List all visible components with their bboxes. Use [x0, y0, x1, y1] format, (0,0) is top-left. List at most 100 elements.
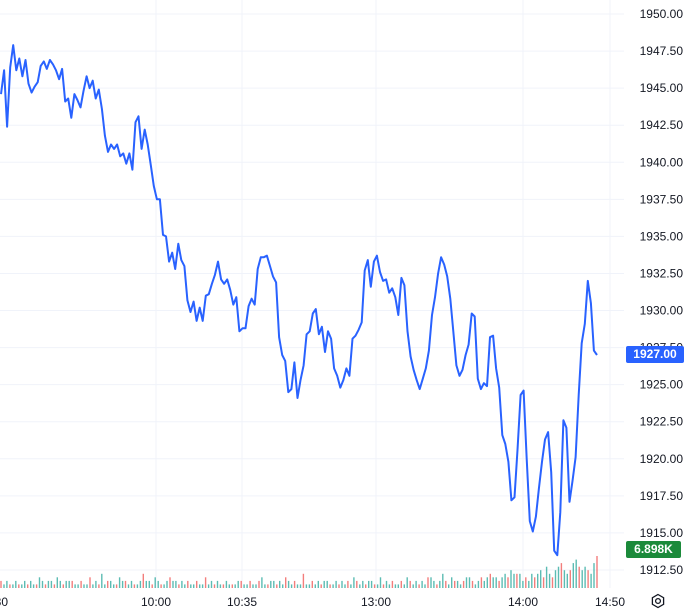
volume-bar [320, 584, 322, 588]
volume-bar [338, 584, 340, 588]
volume-bar [163, 584, 165, 588]
volume-bar [566, 573, 568, 588]
volume-bar [89, 577, 91, 588]
volume-bar [92, 584, 94, 588]
volume-bar [439, 580, 441, 588]
volume-bar [368, 580, 370, 588]
volume-bar [258, 580, 260, 588]
volume-bar [190, 584, 192, 588]
price-line [0, 44, 598, 557]
volume-bar [456, 580, 459, 588]
volume-bar [394, 584, 397, 588]
gridlines [0, 0, 624, 588]
volume-bar [451, 577, 453, 588]
volume-bar [296, 584, 299, 588]
volume-bar [6, 580, 8, 588]
volume-bar [436, 584, 438, 588]
volume-bar [118, 577, 121, 588]
y-tick-label: 1925.00 [640, 378, 684, 392]
volume-bar [279, 580, 281, 588]
volume-bar [504, 573, 506, 588]
volume-bar [557, 566, 560, 588]
volume-bar [136, 584, 139, 588]
volume-bar [454, 580, 456, 588]
volume-bar [71, 580, 73, 588]
volume-bar [305, 584, 308, 588]
volume-bar [225, 580, 228, 588]
volume-bar [255, 584, 257, 588]
volume-bar [154, 577, 156, 588]
volume-bar [397, 584, 399, 588]
volume-bar [581, 570, 583, 588]
volume-bar [353, 577, 355, 588]
volume-bar [24, 580, 26, 588]
volume-bar [531, 573, 533, 588]
y-tick-label: 1950.00 [640, 7, 684, 21]
volume-bar [501, 577, 503, 588]
volume-bar [299, 584, 302, 588]
volume-bar [385, 580, 388, 588]
volume-bar [213, 584, 216, 588]
volume-bar [477, 580, 480, 588]
y-tick-label: 1937.50 [640, 192, 684, 206]
settings-gear-icon[interactable] [650, 593, 666, 609]
volume-bar [468, 577, 471, 588]
y-tick-label: 1947.50 [640, 44, 684, 58]
volume-bar [323, 580, 325, 588]
volume-bar [27, 584, 29, 588]
x-tick-label: 14:50 [595, 595, 625, 609]
volume-bar [326, 580, 328, 588]
volume-bar [270, 580, 272, 588]
volume-bar [151, 584, 153, 588]
volume-bar [0, 580, 2, 588]
volume-bar [551, 577, 554, 588]
volume-bar [12, 584, 14, 588]
volume-bar [207, 584, 210, 588]
volume-bar [68, 580, 70, 588]
volume-bar [590, 573, 592, 588]
volume-bar [21, 584, 23, 588]
y-tick-label: 1945.00 [640, 81, 684, 95]
volume-bar [442, 573, 444, 588]
volume-bar [415, 580, 417, 588]
volume-bar [32, 584, 35, 588]
volume-bar [234, 584, 236, 588]
volume-bar [341, 580, 343, 588]
volume-bar [237, 580, 239, 588]
y-tick-label: 1935.00 [640, 229, 684, 243]
volume-bar [41, 580, 44, 588]
volume-bar [65, 580, 67, 588]
volume-bar [370, 580, 373, 588]
volume-bar [15, 580, 17, 588]
volume-bar [80, 580, 82, 588]
volume-bar [498, 580, 500, 588]
volume-bar [53, 584, 56, 588]
volume-bar [554, 570, 557, 588]
volume-bar [18, 584, 20, 588]
volume-bar [148, 580, 150, 588]
volume-bar [9, 584, 11, 588]
volume-bar [376, 584, 379, 588]
volume-bar [403, 584, 405, 588]
volume-bar [130, 580, 133, 588]
volume-bar [388, 584, 391, 588]
volume-bar [285, 577, 287, 588]
volume-bar [121, 580, 124, 588]
volume-bar [115, 584, 118, 588]
volume-bar [273, 580, 275, 588]
volume-bar [347, 580, 349, 588]
volume-bar [264, 584, 266, 588]
volume-bar [172, 580, 174, 588]
volume-bar [474, 584, 477, 588]
volume-bar [486, 577, 488, 588]
volume-bar [127, 584, 130, 588]
volume-bar [489, 573, 491, 588]
volume-bar [290, 584, 293, 588]
volume-bar [391, 580, 394, 588]
volume-bar [187, 580, 189, 588]
volume-bar [344, 584, 346, 588]
y-tick-label: 1915.00 [640, 526, 684, 540]
volume-bar [569, 570, 571, 588]
volume-bar [124, 580, 127, 588]
